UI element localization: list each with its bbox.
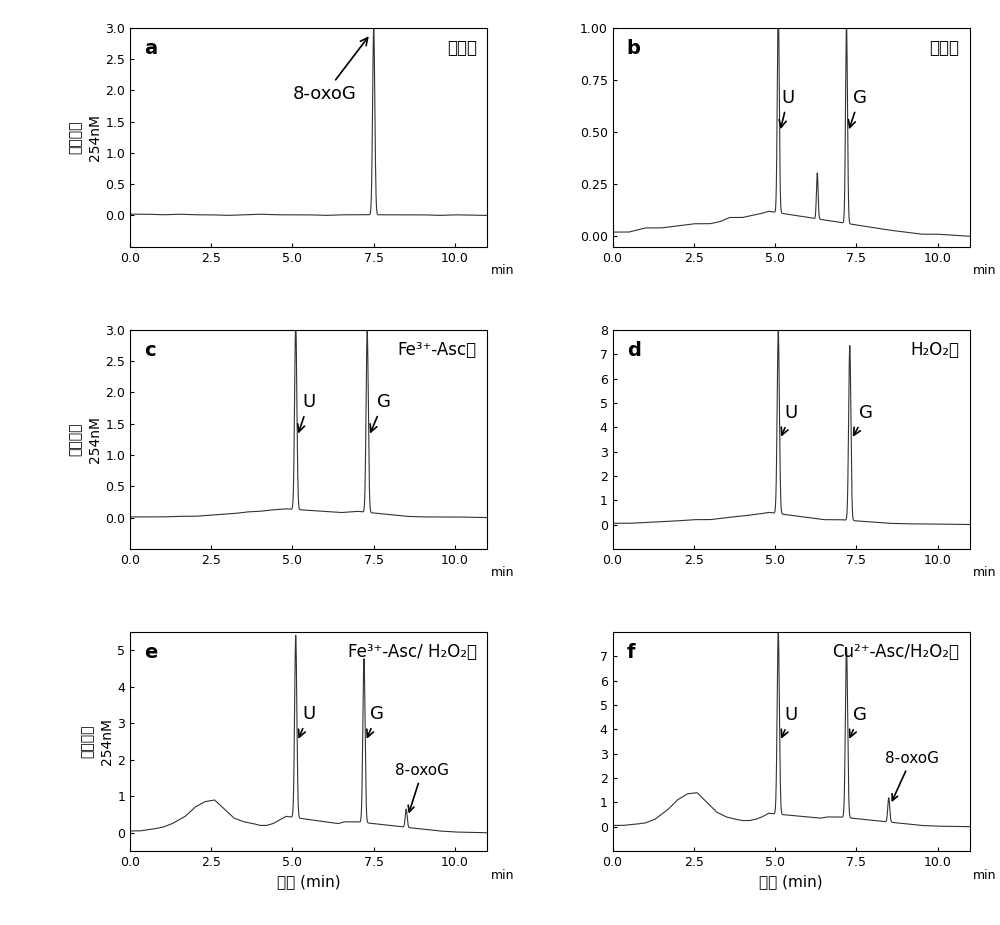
Text: G: G [848,89,866,128]
X-axis label: 时间 (min): 时间 (min) [759,874,823,890]
Text: Fe³⁺-Asc组: Fe³⁺-Asc组 [398,340,477,359]
Text: a: a [144,39,157,57]
Text: G: G [367,705,384,737]
Text: d: d [627,340,641,360]
Text: H₂O₂组: H₂O₂组 [910,340,959,359]
Text: 8-oxoG: 8-oxoG [395,763,449,812]
Text: U: U [298,393,315,432]
Text: 8-oxoG: 8-oxoG [885,751,939,800]
Text: c: c [144,340,156,360]
Y-axis label: 紫外吸收
254nM: 紫外吸收 254nM [69,416,102,462]
Text: Fe³⁺-Asc/ H₂O₂组: Fe³⁺-Asc/ H₂O₂组 [348,643,477,661]
Text: min: min [491,566,514,579]
Text: U: U [299,705,315,737]
Text: U: U [781,404,798,435]
Text: 对照组: 对照组 [929,39,959,56]
Text: min: min [973,265,997,277]
Text: f: f [627,643,635,662]
Text: 标准品: 标准品 [447,39,477,56]
Text: 8-oxoG: 8-oxoG [293,38,368,103]
Y-axis label: 紫外吸收
254nM: 紫外吸收 254nM [69,114,102,161]
Text: G: G [854,404,873,436]
Text: b: b [627,39,641,57]
Text: U: U [779,89,795,128]
Text: G: G [850,707,866,737]
Text: U: U [781,707,798,737]
Text: min: min [491,869,514,882]
Text: G: G [370,393,390,432]
X-axis label: 时间 (min): 时间 (min) [277,874,341,890]
Text: Cu²⁺-Asc/H₂O₂组: Cu²⁺-Asc/H₂O₂组 [832,643,959,661]
Y-axis label: 紫外吸收
254nM: 紫外吸收 254nM [81,718,114,765]
Text: min: min [973,566,997,579]
Text: min: min [973,869,997,882]
Text: min: min [491,265,514,277]
Text: e: e [144,643,158,662]
